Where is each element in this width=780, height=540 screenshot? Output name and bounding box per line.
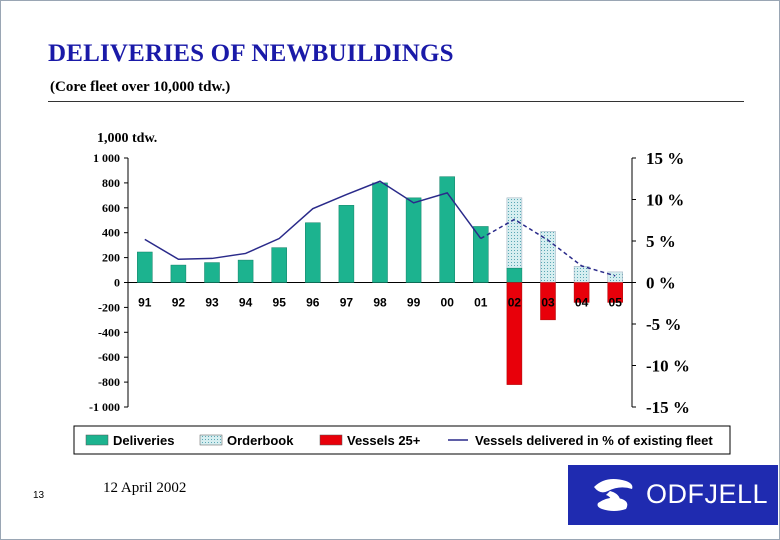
legend-label: Vessels 25+ bbox=[347, 433, 421, 448]
y-tick-label: 800 bbox=[102, 176, 120, 190]
legend-label: Vessels delivered in % of existing fleet bbox=[475, 433, 713, 448]
y2-tick-label: -5 % bbox=[646, 315, 681, 334]
y-tick-label: 0 bbox=[114, 276, 120, 290]
slide-date: 12 April 2002 bbox=[103, 480, 187, 496]
x-tick-label: 92 bbox=[172, 296, 186, 310]
legend-swatch bbox=[85, 434, 109, 446]
y-tick-label: -600 bbox=[98, 350, 120, 364]
y2-tick-label: -15 % bbox=[646, 398, 690, 417]
y-tick-label: 600 bbox=[102, 201, 120, 215]
x-tick-label: 91 bbox=[138, 296, 152, 310]
orderbook-bar bbox=[607, 271, 623, 283]
deliveries-bar bbox=[271, 247, 287, 283]
deliveries-bar bbox=[170, 264, 187, 283]
y-axis-unit-label: 1,000 tdw. bbox=[97, 131, 157, 146]
x-tick-label: 04 bbox=[575, 296, 589, 310]
deliveries-bar bbox=[338, 205, 355, 283]
odfjell-swirl-icon bbox=[594, 479, 633, 511]
x-tick-label: 98 bbox=[373, 296, 387, 310]
x-tick-label: 00 bbox=[441, 296, 455, 310]
deliveries-bar bbox=[372, 182, 388, 283]
deliveries-bar bbox=[137, 251, 153, 283]
chart-legend: Deliveries Orderbook Vessels 25+ Vessels de… bbox=[73, 425, 731, 455]
x-tick-label: 99 bbox=[407, 296, 421, 310]
y-tick-label: 400 bbox=[102, 226, 120, 240]
y2-tick-label: -10 % bbox=[646, 357, 690, 376]
vessels25-bar bbox=[506, 282, 523, 385]
legend-swatch bbox=[199, 434, 223, 446]
y-tick-label: -200 bbox=[98, 300, 120, 314]
y2-tick-label: 5 % bbox=[646, 232, 676, 251]
logo-text: ODFJELL bbox=[646, 479, 769, 509]
y-tick-label: -1 000 bbox=[89, 400, 120, 414]
odfjell-logo: ODFJELL bbox=[568, 465, 778, 525]
deliveries-bar bbox=[506, 267, 523, 283]
x-tick-label: 01 bbox=[474, 296, 488, 310]
vessels-delivered-pct-line-forecast bbox=[480, 218, 616, 277]
orderbook-bar bbox=[506, 197, 523, 269]
vessels25-bar bbox=[573, 282, 590, 303]
page-number: 13 bbox=[33, 490, 45, 501]
plot-area: 1 000 800 600 400 200 0 -200 -400 -600 -800 -1 000… bbox=[89, 149, 690, 417]
slide-subtitle: (Core fleet over 10,000 tdw.) bbox=[50, 79, 231, 95]
x-tick-label: 93 bbox=[205, 296, 219, 310]
x-tick-label: 94 bbox=[239, 296, 253, 310]
x-tick-label: 95 bbox=[273, 296, 287, 310]
deliveries-bar bbox=[405, 197, 422, 283]
y2-tick-label: 10 % bbox=[646, 191, 684, 210]
legend-swatch bbox=[319, 434, 343, 446]
x-tick-label: 05 bbox=[609, 296, 623, 310]
y-tick-label: 200 bbox=[102, 251, 120, 265]
orderbook-bar bbox=[540, 231, 556, 283]
slide-title: DELIVERIES OF NEWBUILDINGS bbox=[48, 40, 454, 67]
legend-label: Deliveries bbox=[113, 433, 174, 448]
vessels25-bar bbox=[607, 282, 623, 303]
vessels25-bar bbox=[540, 282, 556, 321]
orderbook-bar bbox=[573, 266, 590, 283]
y-tick-label: 1 000 bbox=[93, 151, 120, 165]
title-divider bbox=[48, 101, 744, 102]
x-tick-label: 96 bbox=[306, 296, 320, 310]
legend-box bbox=[73, 425, 731, 455]
deliveries-bar bbox=[473, 226, 489, 283]
deliveries-bar bbox=[204, 262, 220, 283]
deliveries-bar bbox=[305, 222, 321, 283]
y2-tick-label: 15 % bbox=[646, 149, 684, 168]
x-tick-label: 02 bbox=[508, 296, 522, 310]
y2-tick-label: 0 % bbox=[646, 274, 676, 293]
y-tick-label: -400 bbox=[98, 325, 120, 339]
y-tick-label: -800 bbox=[98, 375, 120, 389]
x-tick-label: 03 bbox=[541, 296, 555, 310]
x-tick-label: 97 bbox=[340, 296, 354, 310]
deliveries-bar bbox=[237, 259, 254, 283]
deliveries-bar bbox=[439, 176, 455, 283]
vessels-delivered-pct-line bbox=[144, 180, 482, 261]
legend-label: Orderbook bbox=[227, 433, 294, 448]
